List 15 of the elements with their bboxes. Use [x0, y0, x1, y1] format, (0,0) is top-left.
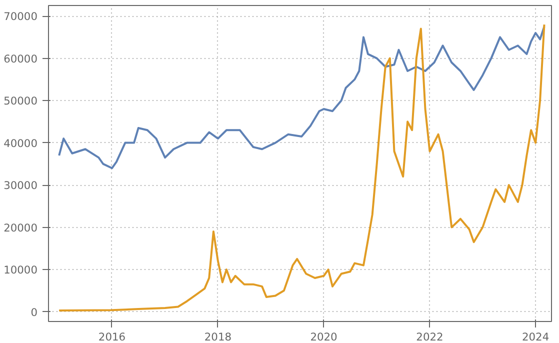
y-tick-label: 10000 — [4, 264, 38, 277]
y-tick-label: 70000 — [4, 10, 38, 24]
x-tick-label: 2016 — [98, 330, 126, 343]
y-tick-label: 0 — [30, 306, 38, 319]
x-tick-label: 2020 — [310, 330, 338, 343]
x-tick-label: 2024 — [522, 330, 550, 343]
x-tick-label: 2022 — [416, 330, 444, 343]
y-tick-label: 20000 — [4, 221, 38, 234]
line-series — [58, 26, 546, 170]
y-tick-label: 50000 — [4, 94, 38, 108]
y-tick-label: 60000 — [4, 52, 38, 66]
y-tick-label: 40000 — [4, 136, 38, 150]
line-series — [58, 24, 546, 312]
x-tick-label: 2018 — [204, 330, 232, 343]
y-tick-label: 30000 — [4, 179, 38, 192]
